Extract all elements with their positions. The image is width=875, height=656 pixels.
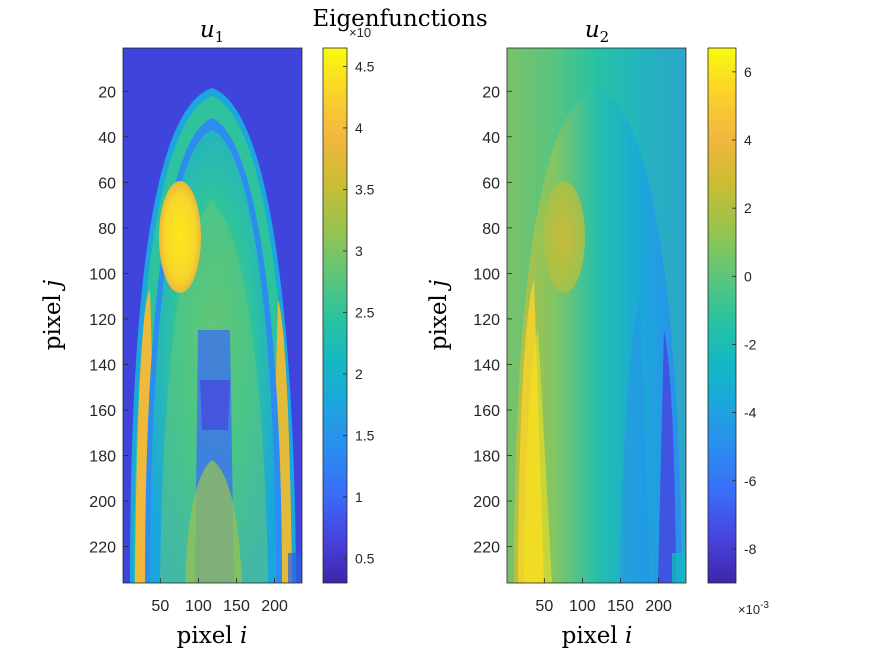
- x-tick-label: 150: [607, 598, 634, 615]
- x-tick-label: 200: [261, 598, 288, 615]
- y-tick-label: 200: [473, 494, 500, 511]
- axes-frame-u1: [122, 47, 303, 584]
- y-ticks-u2: 20 40 60 80 100 120 140 160 180 200 220: [473, 84, 512, 557]
- colorbar-tick-label: 2: [355, 366, 363, 382]
- y-tick-label: 220: [473, 540, 500, 557]
- colorbar-tick-label: 4.5: [355, 58, 375, 74]
- colorbar-tick-label: 1: [355, 489, 363, 505]
- x-axis-label-u2: pixel i: [562, 623, 633, 649]
- x-tick-label: 150: [223, 598, 250, 615]
- panel-title-u1: u1: [200, 17, 224, 46]
- colorbar-u1: [322, 47, 348, 584]
- x-axis-label-u1: pixel i: [177, 623, 248, 649]
- colorbar-exponent-u1: ×10: [349, 25, 371, 40]
- y-tick-label: 160: [473, 403, 500, 420]
- y-tick-label: 120: [89, 312, 116, 329]
- y-axis-label-u1: pixel j: [40, 280, 66, 350]
- x-ticks-u1: 50 100 150 200: [151, 578, 288, 615]
- colorbar-tick-label: 2.5: [355, 304, 375, 320]
- y-tick-label: 40: [98, 130, 116, 147]
- x-tick-label: 100: [185, 598, 212, 615]
- y-tick-label: 20: [482, 84, 500, 101]
- colorbar-tick-label: 3: [355, 243, 363, 259]
- colorbar-tick-label: 4: [744, 132, 752, 148]
- figure-title: Eigenfunctions: [312, 6, 487, 32]
- y-tick-label: 100: [473, 266, 500, 283]
- colorbar-u2: [707, 47, 737, 584]
- colorbar-ticks-u2: 6 4 2 0 -2 -4 -6 -8: [732, 64, 757, 557]
- x-ticks-u2: 50 100 150 200: [535, 578, 672, 615]
- y-tick-label: 40: [482, 130, 500, 147]
- x-tick-label: 200: [645, 598, 672, 615]
- colorbar-tick-label: 4: [355, 120, 363, 136]
- colorbar-tick-label: -2: [744, 336, 757, 352]
- y-tick-label: 20: [98, 84, 116, 101]
- y-tick-label: 120: [473, 312, 500, 329]
- y-tick-label: 200: [89, 494, 116, 511]
- y-tick-label: 220: [89, 540, 116, 557]
- colorbar-tick-label: -4: [744, 405, 757, 421]
- colorbar-exponent-u2: ×10-3: [738, 600, 769, 617]
- y-axis-label-u2: pixel j: [426, 280, 452, 350]
- y-tick-label: 80: [98, 221, 116, 238]
- colorbar-tick-label: -6: [744, 473, 757, 489]
- y-tick-label: 140: [473, 357, 500, 374]
- colorbar-tick-label: 3.5: [355, 181, 375, 197]
- y-tick-label: 60: [98, 175, 116, 192]
- colorbar-tick-label: 1.5: [355, 427, 375, 443]
- colorbar-tick-label: 0: [744, 268, 752, 284]
- colorbar-ticks-u1: 0.5 1 1.5 2 2.5 3 3.5 4 4.5: [343, 58, 375, 566]
- y-tick-label: 100: [89, 266, 116, 283]
- y-tick-label: 180: [89, 449, 116, 466]
- heatmap-image-u1: [123, 48, 302, 583]
- x-tick-label: 100: [569, 598, 596, 615]
- y-tick-label: 80: [482, 221, 500, 238]
- tumor-region-u1: [159, 181, 201, 293]
- y-tick-label: 140: [89, 357, 116, 374]
- colorbar-tick-label: 6: [744, 64, 752, 80]
- colorbar-tick-label: -8: [744, 541, 757, 557]
- panel-title-u2: u2: [585, 17, 609, 46]
- x-tick-label: 50: [151, 598, 169, 615]
- x-tick-label: 50: [535, 598, 553, 615]
- colorbar-tick-label: 2: [744, 200, 752, 216]
- y-tick-label: 60: [482, 175, 500, 192]
- y-ticks-u1: 20 40 60 80 100 120 140 160 180 200 220: [89, 84, 128, 557]
- tumor-region-u2: [543, 181, 585, 293]
- y-tick-label: 160: [89, 403, 116, 420]
- y-tick-label: 180: [473, 449, 500, 466]
- axes-frame-u2: [506, 47, 687, 584]
- heatmap-image-u2: [507, 48, 686, 583]
- colorbar-tick-label: 0.5: [355, 550, 375, 566]
